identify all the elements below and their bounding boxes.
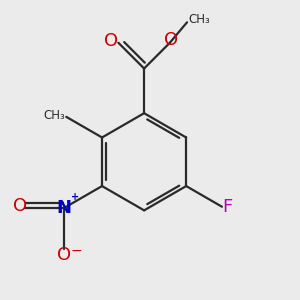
Text: F: F [222, 198, 232, 216]
Text: O: O [104, 32, 118, 50]
Text: CH₃: CH₃ [188, 14, 210, 26]
Text: O: O [164, 32, 178, 50]
Text: N: N [57, 199, 72, 217]
Text: O: O [13, 197, 27, 215]
Text: O: O [57, 245, 71, 263]
Text: −: − [70, 244, 82, 258]
Text: CH₃: CH₃ [43, 109, 65, 122]
Text: +: + [71, 192, 80, 202]
